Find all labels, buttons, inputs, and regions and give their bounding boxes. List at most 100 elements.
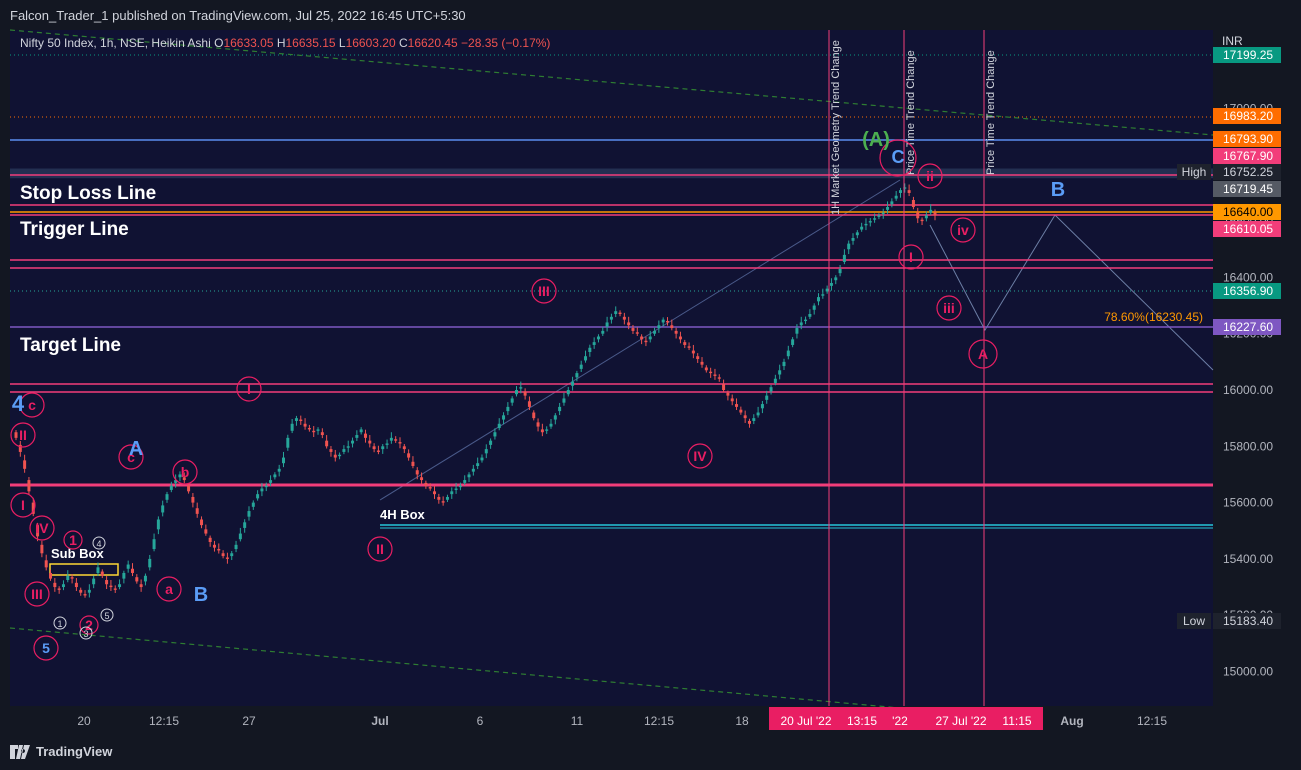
wave-label-4: 4	[12, 391, 25, 416]
candle-body	[661, 319, 665, 323]
candle-body	[691, 350, 695, 354]
wave-circle	[29, 515, 55, 541]
upper-trendline	[9, 29, 1214, 136]
candle-body	[376, 450, 380, 452]
4h-box-label: 4H Box	[380, 507, 426, 522]
candle-body	[441, 501, 445, 503]
wave-circle	[172, 459, 198, 485]
wave-label: IV	[35, 520, 49, 536]
wave-circle	[917, 163, 943, 189]
candle-body	[592, 342, 596, 345]
candle-body	[842, 254, 846, 262]
price-tag[interactable]	[1213, 221, 1281, 237]
legend-part: Nifty 50 Index, 1h, NSE, Heikin Ashi	[20, 36, 214, 50]
candle-body	[933, 212, 937, 216]
candle-body	[911, 199, 915, 208]
candle-body	[182, 477, 186, 481]
candle-body	[817, 297, 821, 302]
candle-body	[264, 485, 268, 488]
candle-body	[791, 339, 795, 345]
candle-body	[174, 480, 178, 483]
wave-label: II	[19, 427, 27, 443]
candle-body	[299, 419, 303, 421]
candle-body	[769, 387, 773, 392]
price-tag[interactable]	[1213, 283, 1281, 299]
candle-body	[545, 429, 549, 431]
candle-body	[847, 243, 851, 250]
candle-body	[118, 584, 122, 588]
wave-circle	[367, 536, 393, 562]
candle-body	[558, 406, 562, 412]
time-tick: 27	[242, 714, 256, 728]
candle-body	[44, 560, 48, 568]
wave-label: ii	[926, 168, 934, 184]
fib-label: 78.60%(16230.45)	[1104, 310, 1203, 324]
candle-body	[907, 190, 911, 193]
price-tag[interactable]	[1213, 164, 1281, 180]
price-tag[interactable]	[1213, 131, 1281, 147]
candle-body	[825, 288, 829, 292]
candle-body	[415, 470, 419, 475]
candle-body	[540, 429, 544, 433]
wave-label-B-low: B	[194, 584, 208, 606]
candle-body	[96, 567, 100, 573]
chart-plot-area[interactable]	[10, 30, 1213, 706]
candle-body	[389, 437, 393, 441]
candle-body	[855, 232, 859, 236]
legend-part: O	[214, 36, 223, 50]
candle-body	[433, 491, 437, 495]
candle-body	[290, 423, 294, 431]
price-tag[interactable]	[1213, 613, 1281, 629]
candle-body	[329, 449, 333, 452]
candle-body	[122, 572, 126, 579]
candle-body	[204, 529, 208, 534]
candle-body	[165, 494, 169, 500]
price-tag[interactable]	[1213, 108, 1281, 124]
wave-circle	[236, 376, 262, 402]
price-tag[interactable]	[1213, 319, 1281, 335]
price-tag[interactable]	[1213, 204, 1281, 220]
candle-body	[208, 537, 212, 543]
minor-wave-label: 4	[96, 539, 101, 549]
candle-body	[333, 454, 337, 458]
candle-body	[627, 322, 631, 326]
wave-circle	[879, 139, 917, 177]
legend-part: 16635.15	[286, 36, 339, 50]
wave-label: I	[247, 381, 251, 397]
candle-body	[251, 502, 255, 507]
candle-body	[618, 312, 622, 314]
candle-body	[635, 332, 639, 334]
candle-body	[821, 294, 825, 296]
candle-body	[100, 571, 104, 576]
candle-body	[277, 468, 281, 472]
candle-body	[778, 370, 782, 375]
candle-body	[458, 485, 462, 488]
upper-zone-box	[10, 168, 1213, 179]
candle-body	[588, 347, 592, 352]
candle-body	[795, 328, 799, 334]
candle-body	[704, 367, 708, 371]
candle-body	[752, 418, 756, 421]
price-tick: 15400.00	[1223, 552, 1273, 566]
candle-body	[678, 336, 682, 340]
price-tag-side	[1177, 164, 1211, 180]
candle-body	[238, 533, 242, 540]
candle-body	[674, 330, 678, 334]
price-tag[interactable]	[1213, 181, 1281, 197]
trigger-label: Trigger Line	[20, 219, 129, 240]
candle-body	[169, 485, 173, 490]
candle-body	[514, 390, 518, 395]
wave-circle	[19, 392, 45, 418]
wave-circle	[118, 444, 144, 470]
price-tag[interactable]	[1213, 47, 1281, 63]
candle-body	[70, 577, 74, 579]
candle-body	[454, 488, 458, 490]
candle-body	[61, 584, 65, 588]
chart-canvas[interactable]: 1H Market Geometry Trend Change Price Tim…	[0, 0, 1301, 736]
candle-body	[894, 195, 898, 199]
price-tag[interactable]	[1213, 148, 1281, 164]
price-tag-text: 16793.90	[1223, 132, 1273, 146]
candle-body	[722, 384, 726, 390]
tradingview-logo[interactable]: TradingView	[10, 744, 112, 759]
candle-body	[804, 319, 808, 322]
